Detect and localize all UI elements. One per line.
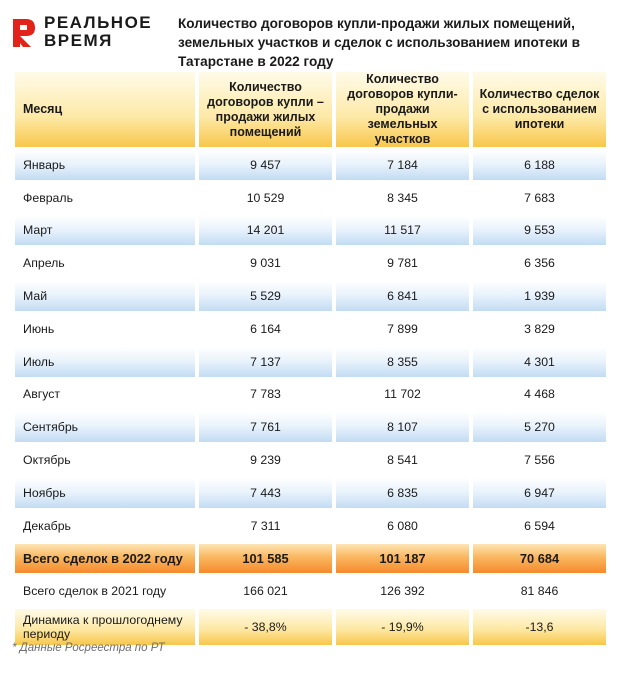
- cell-month: Март: [15, 215, 195, 246]
- header-month: Месяц: [15, 72, 195, 147]
- cell-land: 8 345: [336, 182, 469, 213]
- logo[interactable]: РЕАЛЬНОЕ ВРЕМЯ: [10, 14, 160, 54]
- cell-housing: 9 031: [199, 248, 332, 279]
- cell-housing: 9 239: [199, 445, 332, 475]
- cell-month: Февраль: [15, 182, 195, 213]
- header-housing: Количество договоров купли – продажи жил…: [199, 72, 332, 147]
- logo-line-1: РЕАЛЬНОЕ: [44, 13, 153, 32]
- cell-month: Июль: [15, 346, 195, 377]
- table-row: Март 14 201 11 517 9 553: [15, 215, 606, 246]
- footnote: * Данные Росреестра по РТ: [12, 642, 165, 654]
- cell-month: Январь: [15, 150, 195, 180]
- cell-month: Октябрь: [15, 445, 195, 475]
- cell-month: Апрель: [15, 248, 195, 279]
- data-table: Месяц Количество договоров купли – прода…: [11, 69, 610, 648]
- cell-land: - 19,9%: [336, 609, 469, 646]
- logo-icon: [13, 19, 35, 47]
- cell-month: Июнь: [15, 313, 195, 344]
- table-row: Июнь 6 164 7 899 3 829: [15, 313, 606, 344]
- logo-text: РЕАЛЬНОЕ ВРЕМЯ: [44, 14, 152, 50]
- logo-line-2: ВРЕМЯ: [44, 31, 113, 50]
- total-2022-row: Всего сделок в 2022 году 101 585 101 187 70…: [15, 543, 606, 574]
- table-row: Октябрь 9 239 8 541 7 556: [15, 445, 606, 475]
- cell-mortgage: 6 594: [473, 510, 606, 541]
- cell-land: 126 392: [336, 576, 469, 607]
- cell-month: Август: [15, 379, 195, 410]
- cell-month: Декабрь: [15, 510, 195, 541]
- table-body: Январь 9 457 7 184 6 188 Февраль 10 529 8 345 7…: [15, 150, 606, 646]
- dynamics-row: Динамика к прошлогоднему периоду - 38,8% -…: [15, 609, 606, 646]
- table-row: Декабрь 7 311 6 080 6 594: [15, 510, 606, 541]
- cell-housing: 5 529: [199, 281, 332, 311]
- cell-mortgage: 6 188: [473, 150, 606, 180]
- cell-mortgage: 6 947: [473, 477, 606, 508]
- cell-mortgage: 1 939: [473, 281, 606, 311]
- cell-mortgage: 5 270: [473, 412, 606, 443]
- cell-housing: 6 164: [199, 313, 332, 344]
- cell-housing: 7 783: [199, 379, 332, 410]
- cell-land: 101 187: [336, 543, 469, 574]
- cell-land: 6 841: [336, 281, 469, 311]
- cell-month: Май: [15, 281, 195, 311]
- cell-housing: 10 529: [199, 182, 332, 213]
- cell-mortgage: 70 684: [473, 543, 606, 574]
- cell-month: Динамика к прошлогоднему периоду: [15, 609, 195, 646]
- cell-land: 11 517: [336, 215, 469, 246]
- header-mortgage: Количество сделок с использованием ипоте…: [473, 72, 606, 147]
- table-row: Апрель 9 031 9 781 6 356: [15, 248, 606, 279]
- cell-land: 8 107: [336, 412, 469, 443]
- cell-mortgage: -13,6: [473, 609, 606, 646]
- cell-land: 7 899: [336, 313, 469, 344]
- table-row: Июль 7 137 8 355 4 301: [15, 346, 606, 377]
- cell-month: Ноябрь: [15, 477, 195, 508]
- cell-land: 6 835: [336, 477, 469, 508]
- cell-housing: 101 585: [199, 543, 332, 574]
- cell-mortgage: 81 846: [473, 576, 606, 607]
- cell-housing: 7 761: [199, 412, 332, 443]
- cell-land: 8 541: [336, 445, 469, 475]
- cell-land: 6 080: [336, 510, 469, 541]
- header-land: Количество договоров купли-продажи земел…: [336, 72, 469, 147]
- cell-month: Сентябрь: [15, 412, 195, 443]
- cell-housing: 7 311: [199, 510, 332, 541]
- cell-mortgage: 4 468: [473, 379, 606, 410]
- cell-land: 9 781: [336, 248, 469, 279]
- cell-housing: - 38,8%: [199, 609, 332, 646]
- cell-land: 7 184: [336, 150, 469, 180]
- cell-mortgage: 9 553: [473, 215, 606, 246]
- page-title: Количество договоров купли-продажи жилых…: [178, 16, 580, 69]
- header: РЕАЛЬНОЕ ВРЕМЯ Количество договоров купл…: [0, 0, 620, 69]
- cell-month: Всего сделок в 2022 году: [15, 543, 195, 574]
- table-row: Февраль 10 529 8 345 7 683: [15, 182, 606, 213]
- cell-land: 11 702: [336, 379, 469, 410]
- table-row: Сентябрь 7 761 8 107 5 270: [15, 412, 606, 443]
- total-2021-row: Всего сделок в 2021 году 166 021 126 392 81…: [15, 576, 606, 607]
- cell-mortgage: 7 556: [473, 445, 606, 475]
- cell-month: Всего сделок в 2021 году: [15, 576, 195, 607]
- cell-housing: 9 457: [199, 150, 332, 180]
- cell-land: 8 355: [336, 346, 469, 377]
- table-row: Январь 9 457 7 184 6 188: [15, 150, 606, 180]
- cell-housing: 7 443: [199, 477, 332, 508]
- cell-housing: 7 137: [199, 346, 332, 377]
- cell-mortgage: 3 829: [473, 313, 606, 344]
- table-row: Ноябрь 7 443 6 835 6 947: [15, 477, 606, 508]
- cell-mortgage: 6 356: [473, 248, 606, 279]
- table-header-row: Месяц Количество договоров купли – прода…: [15, 72, 606, 147]
- cell-housing: 14 201: [199, 215, 332, 246]
- cell-housing: 166 021: [199, 576, 332, 607]
- table-row: Май 5 529 6 841 1 939: [15, 281, 606, 311]
- cell-mortgage: 4 301: [473, 346, 606, 377]
- table-row: Август 7 783 11 702 4 468: [15, 379, 606, 410]
- cell-mortgage: 7 683: [473, 182, 606, 213]
